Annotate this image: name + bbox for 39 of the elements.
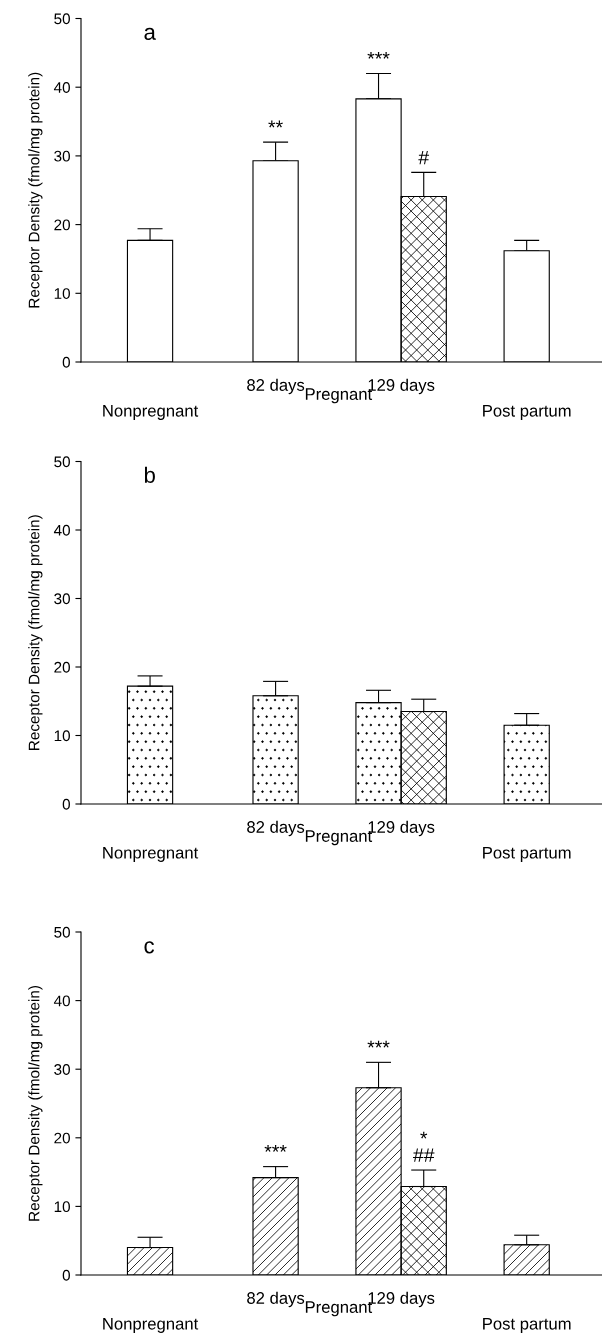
y-tick-label: 10 — [54, 730, 70, 742]
data-label: *** — [367, 51, 390, 59]
y-tick-label: 20 — [54, 661, 70, 673]
data-label: *** — [367, 1040, 390, 1048]
x-tick-label: Nonpregnant — [103, 846, 199, 862]
y-tick-label: 20 — [54, 1132, 70, 1144]
y-tick-label: 40 — [53, 82, 70, 93]
y-tick-label: 20 — [54, 219, 70, 231]
y-tick-label: 50 — [54, 926, 70, 938]
chart-title: b — [144, 466, 155, 483]
y-tick-label: 10 — [54, 1201, 70, 1213]
y-axis-title: Receptor Density (fmol/mg protein) — [28, 515, 43, 750]
x-tick-label: Post partum — [483, 1318, 571, 1333]
y-tick-label: 30 — [54, 593, 70, 605]
y-tick-label: 30 — [54, 150, 70, 162]
y-tick-label: 0 — [62, 798, 70, 810]
data-label: *** — [264, 1145, 287, 1152]
x-tick-label: 82 days — [247, 820, 305, 837]
data-label: ** — [268, 120, 283, 128]
x-tick-label: Nonpregnant — [103, 405, 199, 420]
y-tick-label: 40 — [53, 995, 70, 1007]
y-axis-title: Receptor Density (fmol/mg protein) — [28, 72, 43, 308]
chart-title: c — [144, 941, 155, 954]
x-tick-label: Post partum — [483, 846, 571, 862]
x-tick-label: Post partum — [483, 405, 571, 420]
y-tick-label: 50 — [54, 456, 70, 468]
x-tick-label: 82 days — [247, 1291, 305, 1308]
y-tick-label: 0 — [62, 356, 70, 368]
data-label: * ## — [413, 1131, 435, 1162]
y-tick-label: 30 — [54, 1064, 70, 1075]
y-tick-label: 0 — [62, 1269, 70, 1281]
y-tick-label: 10 — [54, 288, 70, 299]
data-label: # — [418, 150, 430, 165]
x-tick-label: 82 days — [247, 378, 305, 395]
chart-title: a — [144, 27, 156, 40]
y-axis-title: Receptor Density (fmol/mg protein) — [28, 986, 43, 1221]
y-tick-label: 40 — [53, 524, 70, 536]
y-tick-label: 50 — [54, 13, 70, 25]
x-tick-label: Nonpregnant — [103, 1318, 199, 1333]
